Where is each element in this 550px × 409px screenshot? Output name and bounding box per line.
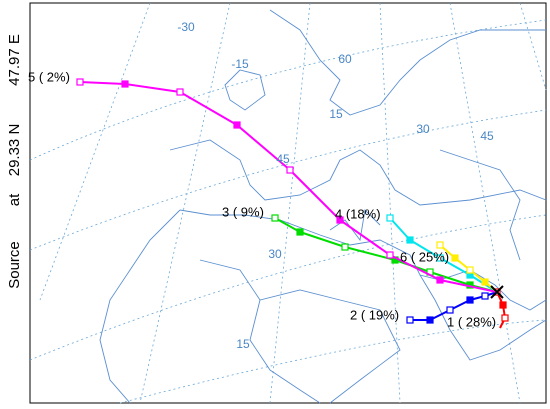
coastlines	[99, 9, 547, 404]
grid-label: 45	[480, 129, 494, 143]
trajectory-marker	[336, 216, 344, 224]
trajectory-marker	[296, 228, 304, 236]
cluster-label: 1 ( 28%)	[447, 314, 496, 329]
trajectory-marker	[406, 236, 414, 244]
cluster-label: 5 ( 2%)	[28, 69, 70, 84]
trajectory-marker	[436, 241, 444, 249]
trajectory-marker	[233, 121, 241, 129]
trajectory-marker	[271, 214, 279, 222]
trajectory-marker	[436, 276, 444, 284]
source-label: 29.33 N	[6, 124, 23, 177]
source-marker	[490, 285, 504, 299]
trajectory-marker	[426, 316, 434, 324]
trajectory-marker	[176, 88, 184, 96]
trajectory-marker	[76, 78, 84, 86]
grid-label: 60	[338, 52, 352, 66]
trajectories	[76, 78, 509, 329]
trajectory-marker	[406, 316, 414, 324]
trajectory-marker	[436, 254, 444, 262]
trajectory-marker	[466, 266, 474, 274]
trajectory-marker	[499, 301, 507, 309]
grid-label: 45	[276, 152, 290, 166]
cluster-label: 3 ( 9%)	[222, 204, 264, 219]
source-label: Source	[6, 241, 23, 289]
grid-label: 30	[416, 122, 430, 136]
cluster-label: 6 ( 25%)	[400, 249, 449, 264]
trajectory-marker	[286, 166, 294, 174]
trajectory-marker	[446, 306, 454, 314]
grid-label: 30	[268, 247, 282, 261]
trajectory-marker	[451, 254, 459, 262]
grid-label: 15	[329, 107, 343, 121]
trajectory-marker	[341, 243, 349, 251]
map-frame	[29, 2, 547, 404]
source-label: 47.97 E	[6, 34, 23, 86]
trajectory-marker	[386, 251, 394, 259]
trajectory-marker	[466, 296, 474, 304]
trajectory-marker	[386, 214, 394, 222]
trajectory-marker	[481, 278, 489, 286]
cluster-label: 4 (18%)	[335, 206, 381, 221]
labels: Source at 29.33 N 47.97 E -30 -15 60 15 30 45 45 30…	[6, 20, 496, 351]
trajectory-marker	[481, 292, 489, 300]
source-label: at	[6, 193, 23, 206]
cluster-label: 2 ( 19%)	[350, 307, 399, 322]
trajectory	[496, 291, 506, 329]
grid-label: -30	[177, 20, 195, 34]
grid-label: 15	[236, 337, 250, 351]
trajectory-marker	[501, 314, 509, 322]
grid-label: -15	[231, 57, 249, 71]
graticule	[29, 2, 547, 404]
trajectory-marker	[121, 80, 129, 88]
